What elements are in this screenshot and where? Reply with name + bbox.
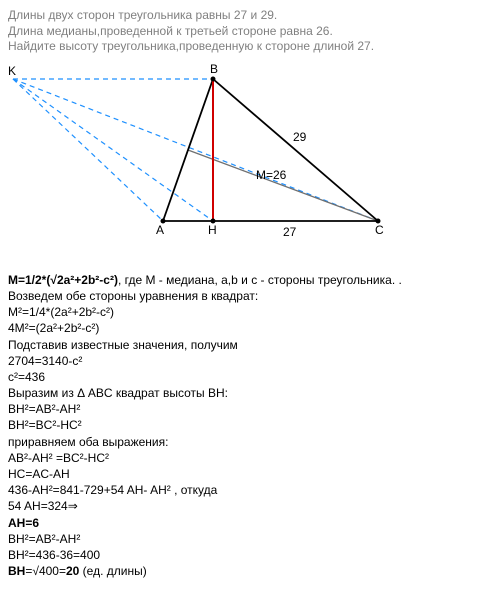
sol-l9: BH²=AB²-AH² [8,401,492,417]
label-k: K [8,64,16,78]
sol-l19b: =√400= [25,564,66,578]
sol-l13: HC=AC-AH [8,466,492,482]
median-line [188,150,378,221]
sol-l3: M²=1/4*(2a²+2b²-c²) [8,304,492,320]
sol-l19a: BH [8,564,25,578]
side-bc [213,79,378,221]
problem-line-1: Длины двух сторон треугольника равны 27 … [8,8,492,24]
geometry-diagram: K B A H C 29 27 M=26 [8,61,388,261]
label-h: H [208,223,217,237]
label-a: A [156,223,164,237]
label-b: B [210,62,218,76]
aux-line [13,79,163,221]
label-median: M=26 [256,168,287,182]
aux-lines [13,79,378,221]
sol-l5: Подставив известные значения, получим [8,337,492,353]
problem-statement: Длины двух сторон треугольника равны 27 … [8,8,492,55]
triangle [163,79,378,221]
sol-l6: 2704=3140-c² [8,353,492,369]
sol-l17: BH²=AB²-AH² [8,531,492,547]
sol-l15: 54 AH=324⇒ [8,498,492,514]
sol-l4: 4M²=(2a²+2b²-c²) [8,320,492,336]
problem-line-2: Длина медианы,проведенной к третьей стор… [8,24,492,40]
problem-line-3: Найдите высоту треугольника,проведенную … [8,39,492,55]
sol-l16: AH=6 [8,515,492,531]
sol-l7: c²=436 [8,369,492,385]
sol-l12: AB²-AH² =BC²-HC² [8,450,492,466]
aux-line [13,79,378,221]
solution-text: M=1/2*(√2a²+2b²-c²), где M - медиана, a,… [8,272,492,580]
sol-l19: BH=√400=20 (ед. длины) [8,563,492,579]
label-c: C [375,223,384,237]
sol-l11: приравняем оба выражения: [8,434,492,450]
sol-l19d: (ед. длины) [79,564,146,578]
vertices [161,76,381,223]
label-29: 29 [293,130,307,144]
sol-l2: Возведем обе стороны уравнения в квадрат… [8,288,492,304]
side-ab [163,79,213,221]
point-labels: K B A H C 29 27 M=26 [8,62,384,239]
label-27: 27 [283,225,297,239]
sol-l8: Выразим из Δ ABC квадрат высоты BH: [8,385,492,401]
sol-l18: BH²=436-36=400 [8,547,492,563]
sol-l14: 436-AH²=841-729+54 AH- AH² , откуда [8,482,492,498]
sol-l10: BH²=BC²-HC² [8,417,492,433]
sol-l19c: 20 [66,564,79,578]
aux-line [13,79,213,221]
